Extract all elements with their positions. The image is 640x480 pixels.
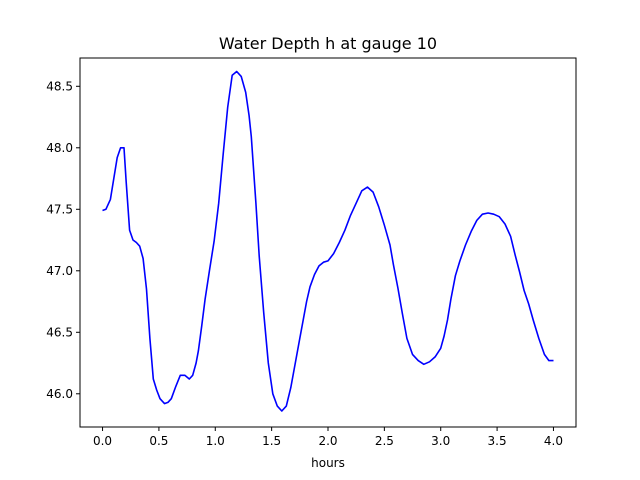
- y-tick-label: 48.0: [46, 141, 73, 155]
- plot-area: [102, 70, 554, 412]
- x-tick-label: 2.0: [318, 434, 337, 448]
- y-tick-label: 46.5: [46, 325, 73, 339]
- axes-frame: [79, 57, 577, 428]
- y-tick-label: 48.5: [46, 79, 73, 93]
- chart-title: Water Depth h at gauge 10: [219, 34, 437, 53]
- x-tick-label: 4.0: [544, 434, 563, 448]
- x-tick-label: 0.0: [93, 434, 112, 448]
- x-tick-label: 3.0: [431, 434, 450, 448]
- x-axis-label: hours: [311, 456, 345, 470]
- y-tick-label: 46.0: [46, 387, 73, 401]
- axis-ticks: 0.0 0.5 1.0 1.5 2.0 2.5 3.0 3.5 4.0 46.0 46.5 47.0 4…: [46, 79, 563, 448]
- x-tick-label: 2.5: [375, 434, 394, 448]
- y-tick-label: 47.0: [46, 264, 73, 278]
- series-line-0: [102, 70, 554, 412]
- x-tick-label: 0.5: [149, 434, 168, 448]
- x-tick-label: 1.5: [262, 434, 281, 448]
- x-tick-label: 3.5: [488, 434, 507, 448]
- x-tick-label: 1.0: [206, 434, 225, 448]
- y-tick-label: 47.5: [46, 202, 73, 216]
